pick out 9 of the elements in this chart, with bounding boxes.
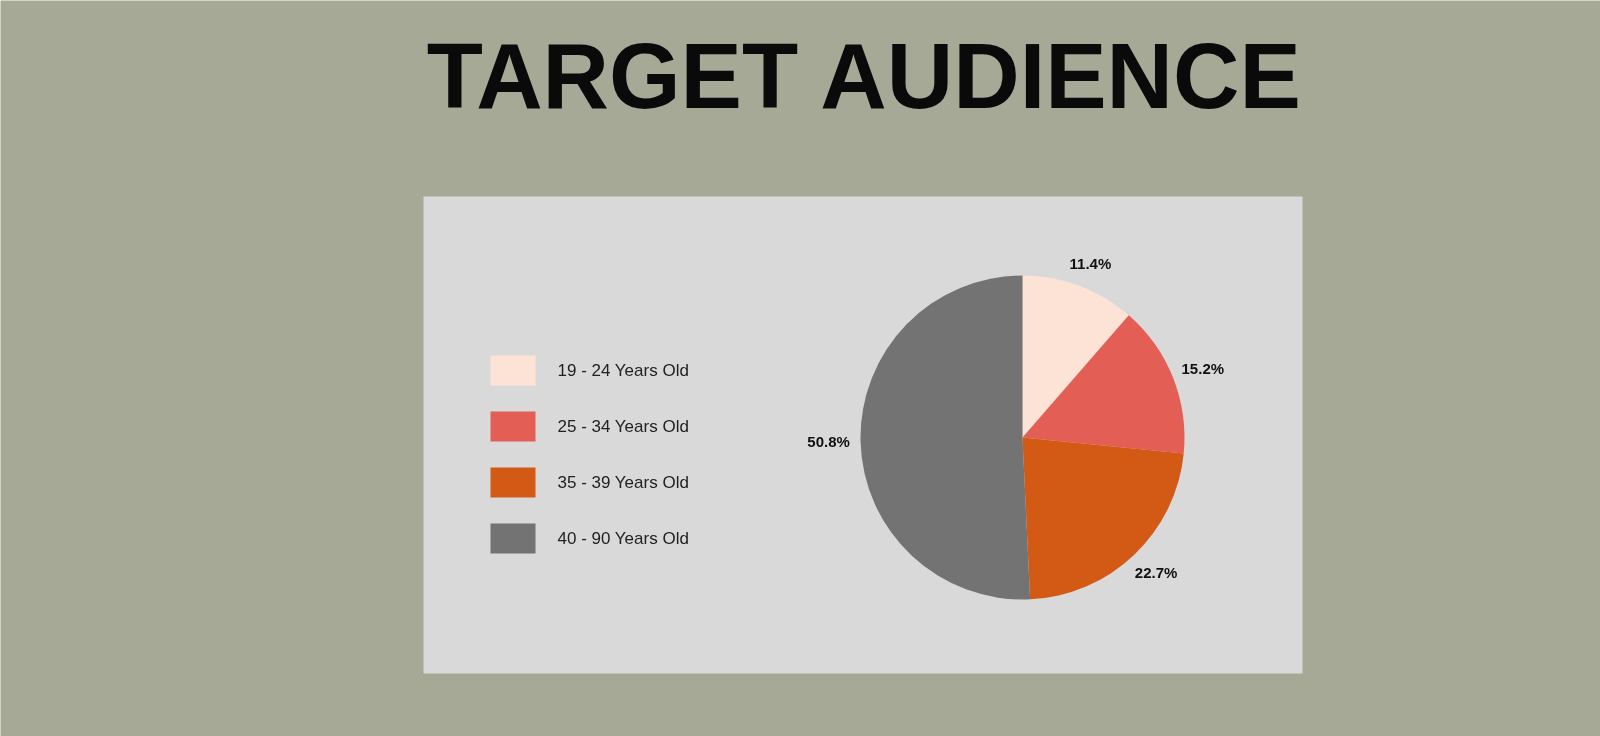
legend-label: 40 - 90 Years Old (557, 529, 689, 548)
data-label: 22.7% (1134, 563, 1178, 581)
legend-label: 25 - 34 Years Old (557, 417, 689, 436)
data-label: 15.2% (1181, 360, 1225, 378)
data-label: 11.4% (1069, 254, 1112, 272)
data-label: 50.8% (807, 433, 850, 451)
chart-title: TARGET AUDIENCE (426, 24, 1301, 127)
legend-label: 35 - 39 Years Old (557, 473, 689, 492)
legend-label: 19 - 24 Years Old (557, 361, 689, 380)
